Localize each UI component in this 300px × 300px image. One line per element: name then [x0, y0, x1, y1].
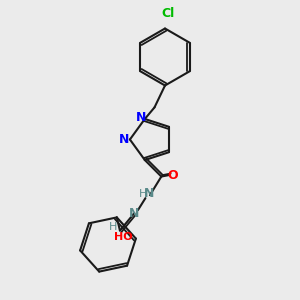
Text: N: N — [119, 133, 130, 146]
Text: H: H — [139, 189, 148, 199]
Text: N: N — [129, 207, 140, 220]
Text: Cl: Cl — [161, 7, 175, 20]
Text: H: H — [109, 222, 118, 232]
Text: N: N — [144, 187, 154, 200]
Text: N: N — [136, 111, 146, 124]
Text: O: O — [167, 169, 178, 182]
Text: HO: HO — [114, 232, 133, 242]
